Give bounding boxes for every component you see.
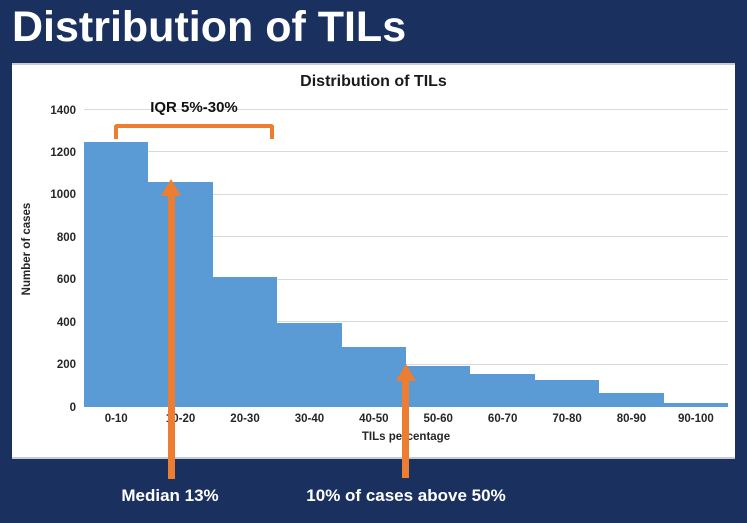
iqr-annotation-label: IQR 5%-30% bbox=[150, 99, 238, 116]
median-annotation-label: Median 13% bbox=[121, 486, 219, 505]
gridline-800 bbox=[84, 236, 728, 238]
bar-80-90 bbox=[599, 393, 664, 407]
gridline-600 bbox=[84, 278, 728, 280]
y-tick-label-800: 800 bbox=[56, 231, 76, 244]
gridline-1200 bbox=[84, 151, 728, 153]
bar-40-50 bbox=[341, 346, 407, 407]
bar-30-40 bbox=[277, 323, 342, 407]
median-arrow-icon bbox=[161, 179, 181, 196]
above50-arrow-icon bbox=[396, 364, 416, 381]
x-tick-label-80-90: 80-90 bbox=[616, 413, 647, 425]
gridline-1000 bbox=[84, 193, 728, 195]
plot-area bbox=[84, 109, 729, 407]
page-title: Distribution of TILs bbox=[12, 3, 407, 51]
x-tick-label-40-50: 40-50 bbox=[359, 413, 389, 425]
y-tick-label-1400: 1400 bbox=[50, 104, 76, 117]
x-tick-label-60-70: 60-70 bbox=[487, 413, 518, 425]
iqr-bracket bbox=[114, 124, 274, 139]
median-arrow-shaft bbox=[168, 195, 175, 479]
bar-50-60 bbox=[406, 365, 471, 407]
y-axis-ticks: 0 200 400 600 800 1000 1200 1400 bbox=[12, 105, 76, 414]
chart-title: Distribution of TILs bbox=[300, 73, 447, 90]
x-tick-label-10-20: 10-20 bbox=[165, 413, 196, 425]
y-tick-label-0: 0 bbox=[69, 401, 76, 414]
bar-0-10 bbox=[84, 141, 149, 407]
gridline-400 bbox=[84, 321, 728, 323]
histogram-bars bbox=[84, 110, 729, 407]
bar-70-80 bbox=[534, 380, 600, 407]
bar-10-20 bbox=[148, 182, 213, 407]
bar-20-30 bbox=[212, 276, 278, 407]
bar-90-100 bbox=[663, 402, 729, 407]
y-tick-label-200: 200 bbox=[56, 359, 76, 372]
above50-annotation-label: 10% of cases above 50% bbox=[306, 486, 506, 505]
chart-panel: Distribution of TILs Number of cases 0 20… bbox=[12, 63, 735, 459]
x-tick-label-90-100: 90-100 bbox=[677, 413, 714, 425]
y-tick-label-1000: 1000 bbox=[50, 189, 76, 202]
y-tick-label-400: 400 bbox=[56, 316, 76, 329]
x-tick-label-30-40: 30-40 bbox=[294, 413, 325, 425]
x-tick-label-70-80: 70-80 bbox=[552, 413, 582, 425]
gridline-1400 bbox=[84, 109, 728, 110]
y-tick-label-600: 600 bbox=[56, 274, 76, 287]
y-tick-label-1200: 1200 bbox=[50, 146, 76, 159]
x-tick-label-0-10: 0-10 bbox=[104, 413, 128, 425]
x-tick-label-50-60: 50-60 bbox=[423, 413, 453, 425]
bar-60-70 bbox=[470, 374, 535, 407]
above50-arrow-shaft bbox=[402, 380, 409, 478]
x-tick-label-20-30: 20-30 bbox=[230, 413, 260, 425]
